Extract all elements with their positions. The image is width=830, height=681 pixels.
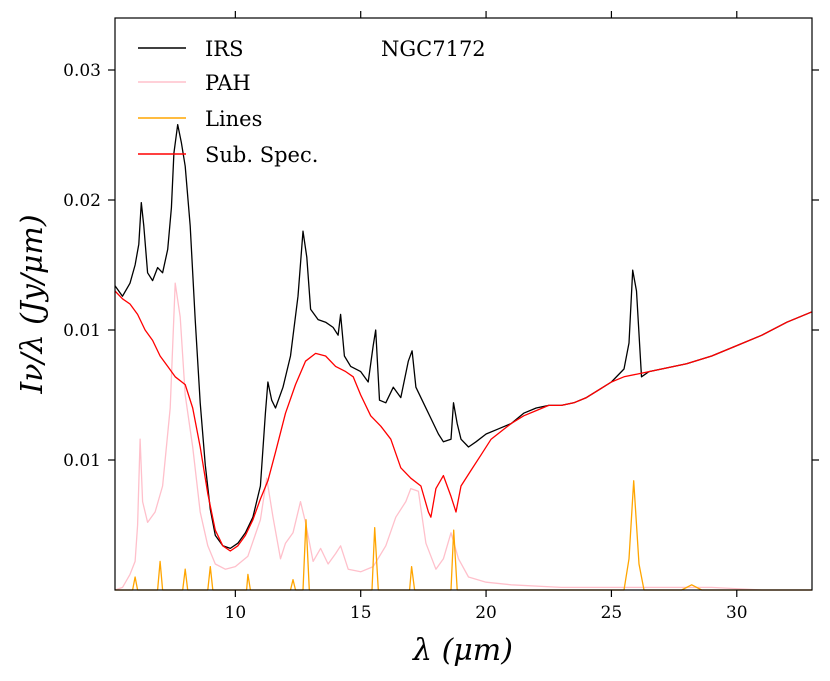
legend-label-sub-spec: Sub. Spec. <box>205 143 318 167</box>
legend-label-irs: IRS <box>205 37 244 61</box>
series-line-sub-spec <box>114 290 813 552</box>
y-tick-label: 0.02 <box>63 191 101 211</box>
x-tick-label: 20 <box>475 603 497 623</box>
legend-label-lines: Lines <box>205 107 262 131</box>
legend-label-pah: PAH <box>205 71 251 95</box>
x-tick-label: 25 <box>601 603 623 623</box>
plot-frame <box>114 17 813 591</box>
y-tick-label: 0.01 <box>63 451 101 471</box>
x-axis-title: λ (μm) <box>412 633 513 668</box>
y-tick-label: 0.01 <box>63 321 101 341</box>
legend: IRS PAH Lines Sub. Spec. <box>138 37 318 167</box>
x-tick-label: 30 <box>726 603 748 623</box>
x-tick-label: 10 <box>225 603 247 623</box>
x-tick-label: 15 <box>350 603 372 623</box>
series-line-pah <box>114 282 812 591</box>
annotation-label: NGC7172 <box>381 37 486 61</box>
plot-background <box>115 18 812 590</box>
y-tick-label: 0.03 <box>63 61 101 81</box>
y-axis-title: Iν/λ (Jy/μm) <box>15 214 50 394</box>
